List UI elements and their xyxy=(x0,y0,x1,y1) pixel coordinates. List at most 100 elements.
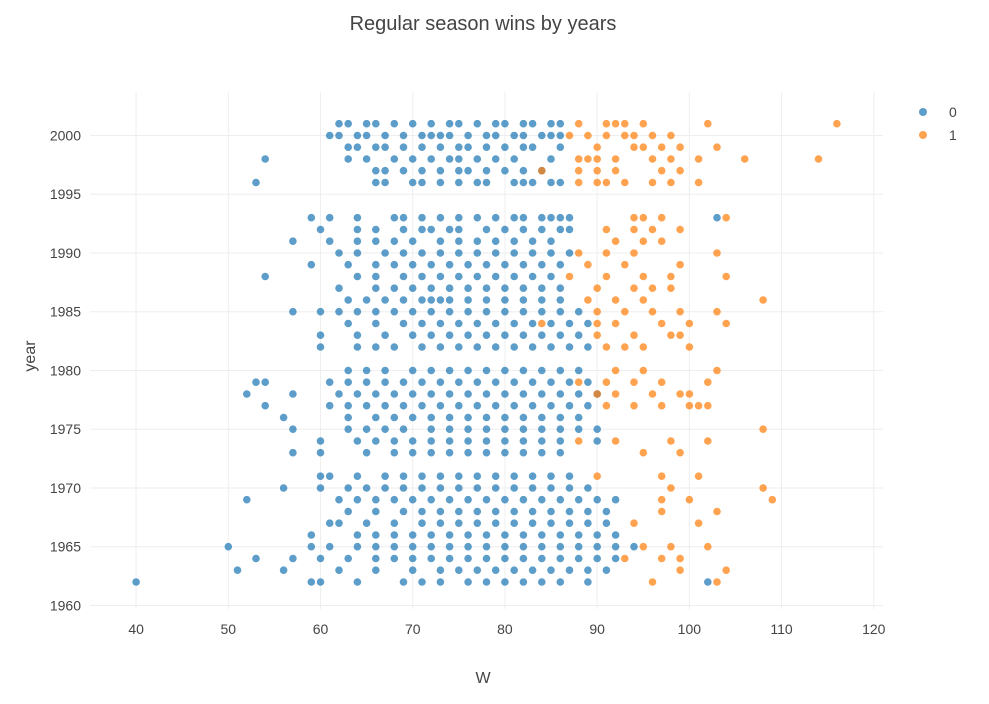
scatter-point-series-1[interactable] xyxy=(759,484,767,492)
scatter-point-series-0[interactable] xyxy=(519,542,528,551)
scatter-point-series-0[interactable] xyxy=(418,507,426,516)
scatter-point-series-0[interactable] xyxy=(464,260,472,269)
scatter-point-series-0[interactable] xyxy=(593,542,601,551)
scatter-point-series-0[interactable] xyxy=(445,155,454,163)
scatter-point-series-0[interactable] xyxy=(482,437,491,445)
scatter-point-series-0[interactable] xyxy=(528,249,537,257)
scatter-point-series-0[interactable] xyxy=(455,507,463,516)
scatter-point-series-0[interactable] xyxy=(501,307,509,316)
scatter-point-series-0[interactable] xyxy=(418,519,426,527)
scatter-point-series-1[interactable] xyxy=(593,390,601,398)
scatter-point-series-1[interactable] xyxy=(694,519,703,527)
scatter-point-series-0[interactable] xyxy=(528,143,537,151)
scatter-point-series-0[interactable] xyxy=(510,319,518,328)
scatter-point-series-0[interactable] xyxy=(344,507,353,516)
scatter-point-series-0[interactable] xyxy=(372,507,380,516)
scatter-point-series-1[interactable] xyxy=(722,319,730,328)
scatter-point-series-1[interactable] xyxy=(630,331,638,340)
scatter-point-series-1[interactable] xyxy=(574,155,583,163)
scatter-point-series-0[interactable] xyxy=(547,378,555,387)
scatter-point-series-0[interactable] xyxy=(584,519,592,527)
scatter-point-series-0[interactable] xyxy=(455,378,463,387)
scatter-point-series-0[interactable] xyxy=(528,119,537,128)
scatter-point-series-0[interactable] xyxy=(464,542,472,551)
scatter-point-series-0[interactable] xyxy=(501,296,509,304)
scatter-point-series-0[interactable] xyxy=(436,319,445,328)
scatter-point-series-0[interactable] xyxy=(473,213,482,222)
scatter-point-series-0[interactable] xyxy=(538,390,546,398)
scatter-point-series-0[interactable] xyxy=(344,413,353,422)
scatter-point-series-0[interactable] xyxy=(510,378,518,387)
scatter-point-series-0[interactable] xyxy=(399,225,408,234)
scatter-point-series-1[interactable] xyxy=(593,472,601,481)
scatter-point-series-0[interactable] xyxy=(243,495,251,504)
scatter-point-series-0[interactable] xyxy=(565,566,574,574)
scatter-point-series-0[interactable] xyxy=(482,390,491,398)
scatter-point-series-1[interactable] xyxy=(584,260,592,269)
scatter-point-series-0[interactable] xyxy=(538,260,546,269)
scatter-point-series-0[interactable] xyxy=(408,331,417,340)
scatter-point-series-0[interactable] xyxy=(408,260,417,269)
scatter-point-series-0[interactable] xyxy=(464,448,472,457)
scatter-point-series-0[interactable] xyxy=(261,155,270,163)
scatter-point-series-0[interactable] xyxy=(399,472,408,481)
scatter-point-series-0[interactable] xyxy=(482,578,491,586)
scatter-point-series-0[interactable] xyxy=(353,495,362,504)
scatter-point-series-0[interactable] xyxy=(556,143,565,151)
scatter-point-series-0[interactable] xyxy=(372,554,380,563)
scatter-point-series-0[interactable] xyxy=(528,519,537,527)
scatter-point-series-0[interactable] xyxy=(528,343,537,351)
scatter-point-series-0[interactable] xyxy=(362,366,371,375)
scatter-point-series-0[interactable] xyxy=(427,495,436,504)
scatter-point-series-0[interactable] xyxy=(427,296,436,304)
scatter-point-series-0[interactable] xyxy=(408,366,417,375)
scatter-point-series-0[interactable] xyxy=(390,155,399,163)
scatter-point-series-1[interactable] xyxy=(584,131,592,140)
scatter-point-series-0[interactable] xyxy=(556,578,565,586)
scatter-point-series-0[interactable] xyxy=(538,366,546,375)
scatter-point-series-0[interactable] xyxy=(491,472,500,481)
scatter-point-series-1[interactable] xyxy=(602,343,611,351)
scatter-point-series-0[interactable] xyxy=(390,260,399,269)
scatter-point-series-1[interactable] xyxy=(574,178,583,187)
scatter-point-series-0[interactable] xyxy=(353,472,362,481)
scatter-point-series-0[interactable] xyxy=(344,119,353,128)
scatter-point-series-0[interactable] xyxy=(325,378,334,387)
scatter-point-series-0[interactable] xyxy=(547,566,555,574)
scatter-point-series-0[interactable] xyxy=(538,542,546,551)
scatter-point-series-0[interactable] xyxy=(519,119,528,128)
scatter-point-series-0[interactable] xyxy=(501,542,509,551)
scatter-point-series-0[interactable] xyxy=(519,448,528,457)
scatter-point-series-1[interactable] xyxy=(676,260,684,269)
scatter-point-series-0[interactable] xyxy=(602,519,611,527)
scatter-point-series-0[interactable] xyxy=(464,554,472,563)
scatter-point-series-0[interactable] xyxy=(501,119,509,128)
scatter-point-series-0[interactable] xyxy=(279,413,288,422)
scatter-point-series-0[interactable] xyxy=(381,166,389,175)
scatter-point-series-1[interactable] xyxy=(676,166,684,175)
scatter-point-series-1[interactable] xyxy=(639,296,648,304)
scatter-point-series-1[interactable] xyxy=(704,119,712,128)
scatter-point-series-0[interactable] xyxy=(510,213,518,222)
scatter-point-series-0[interactable] xyxy=(289,307,297,316)
scatter-point-series-0[interactable] xyxy=(482,131,491,140)
scatter-point-series-0[interactable] xyxy=(510,566,518,574)
scatter-point-series-0[interactable] xyxy=(408,390,417,398)
scatter-point-series-0[interactable] xyxy=(455,213,463,222)
scatter-point-series-0[interactable] xyxy=(252,178,260,187)
scatter-point-series-0[interactable] xyxy=(528,484,537,492)
scatter-point-series-1[interactable] xyxy=(704,401,712,410)
scatter-point-series-1[interactable] xyxy=(657,495,666,504)
scatter-point-series-0[interactable] xyxy=(427,131,436,140)
scatter-point-series-1[interactable] xyxy=(584,155,592,163)
scatter-point-series-0[interactable] xyxy=(473,401,482,410)
scatter-point-series-0[interactable] xyxy=(519,331,528,340)
scatter-point-series-1[interactable] xyxy=(621,307,629,316)
scatter-point-series-0[interactable] xyxy=(335,566,343,574)
scatter-point-series-0[interactable] xyxy=(565,401,574,410)
scatter-point-series-0[interactable] xyxy=(418,401,426,410)
scatter-point-series-0[interactable] xyxy=(584,401,592,410)
scatter-point-series-0[interactable] xyxy=(436,578,445,586)
scatter-point-series-0[interactable] xyxy=(390,119,399,128)
scatter-point-series-1[interactable] xyxy=(713,143,721,151)
